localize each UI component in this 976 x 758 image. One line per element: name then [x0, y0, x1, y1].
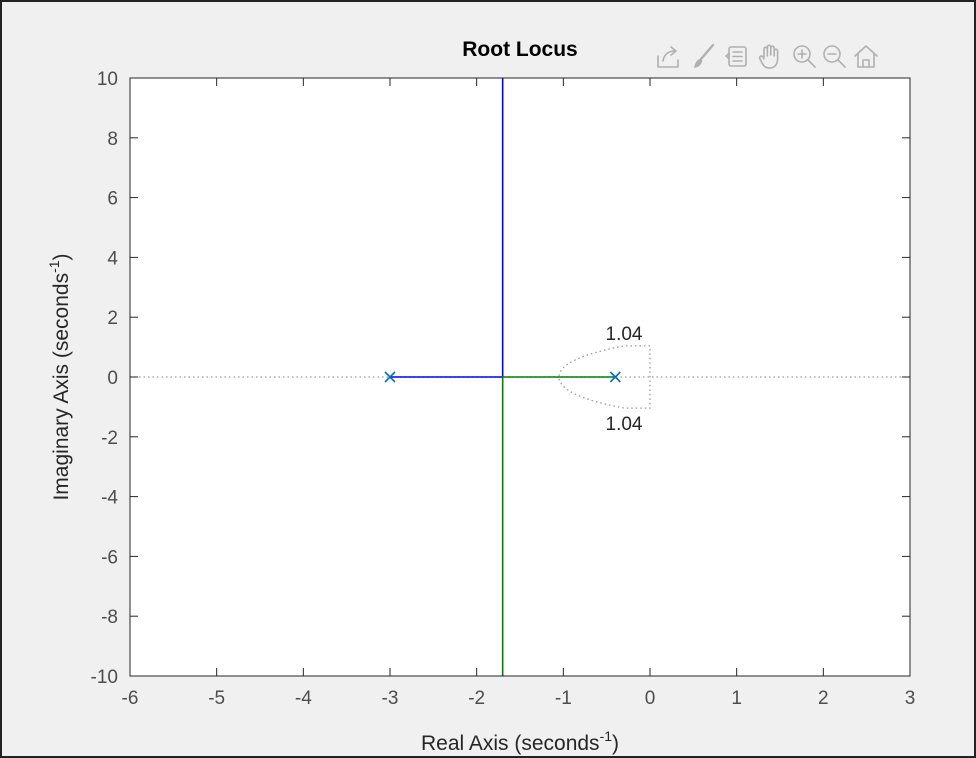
series-layer	[130, 78, 910, 676]
chart-title: Root Locus	[462, 38, 578, 61]
reference-value-label: 1.04	[606, 414, 643, 435]
y-tick-label: 8	[107, 129, 118, 150]
y-tick-label: 6	[107, 189, 118, 210]
y-tick-label: -4	[101, 488, 118, 509]
pole-marker-1	[384, 371, 396, 383]
y-tick-label: -6	[101, 547, 118, 568]
pole-marker-stroke-b	[609, 371, 621, 383]
y-tick-label: 2	[107, 308, 118, 329]
y-tick-label: 0	[107, 368, 118, 389]
pole-marker-stroke-b	[384, 371, 396, 383]
y-axis-label-base: Imaginary Axis (seconds	[50, 273, 73, 501]
zoom-out-icon[interactable]	[820, 42, 848, 70]
y-axis-label-tail: )	[50, 253, 73, 260]
home-icon[interactable]	[852, 42, 880, 70]
reference-value-label: 1.04	[606, 324, 643, 345]
axis-ticks	[129, 77, 911, 677]
x-tick-label: -1	[555, 688, 572, 709]
y-tick-label: 10	[97, 69, 118, 90]
pole-markers	[384, 371, 621, 383]
zoom-in-icon[interactable]	[790, 42, 818, 70]
y-tick-label: -10	[91, 667, 118, 688]
annotations: 1.04 1.04	[606, 324, 643, 435]
x-tick-label: -5	[208, 688, 225, 709]
x-axis-label-sup: -1	[600, 728, 613, 744]
x-axis-label-tail: )	[612, 732, 619, 755]
locus-branch-2	[501, 376, 616, 676]
x-tick-label: 0	[645, 688, 656, 709]
x-tick-label: 1	[731, 688, 742, 709]
y-axis-label: Imaginary Axis (seconds-1)	[46, 253, 73, 500]
x-axis-label: Real Axis (seconds-1)	[421, 728, 619, 755]
x-tick-label: -6	[122, 688, 139, 709]
y-tick-label: 4	[107, 248, 118, 269]
y-axis-label-sup: -1	[46, 260, 62, 273]
x-tick-label: -4	[295, 688, 312, 709]
export-icon[interactable]	[654, 42, 682, 70]
x-tick-label: -3	[382, 688, 399, 709]
x-tick-label: 2	[818, 688, 829, 709]
y-tick-label: -8	[101, 607, 118, 628]
x-tick-label: 3	[905, 688, 916, 709]
data-tips-icon[interactable]	[724, 42, 752, 70]
x-tick-label: -2	[468, 688, 485, 709]
reference-curve	[558, 345, 651, 409]
x-axis-label-base: Real Axis (seconds	[421, 732, 600, 755]
pan-hand-icon[interactable]	[756, 42, 784, 70]
pole-marker-2	[609, 371, 621, 383]
brush-icon[interactable]	[690, 42, 718, 70]
axes-toolbar	[654, 42, 880, 70]
y-tick-label: -2	[101, 428, 118, 449]
